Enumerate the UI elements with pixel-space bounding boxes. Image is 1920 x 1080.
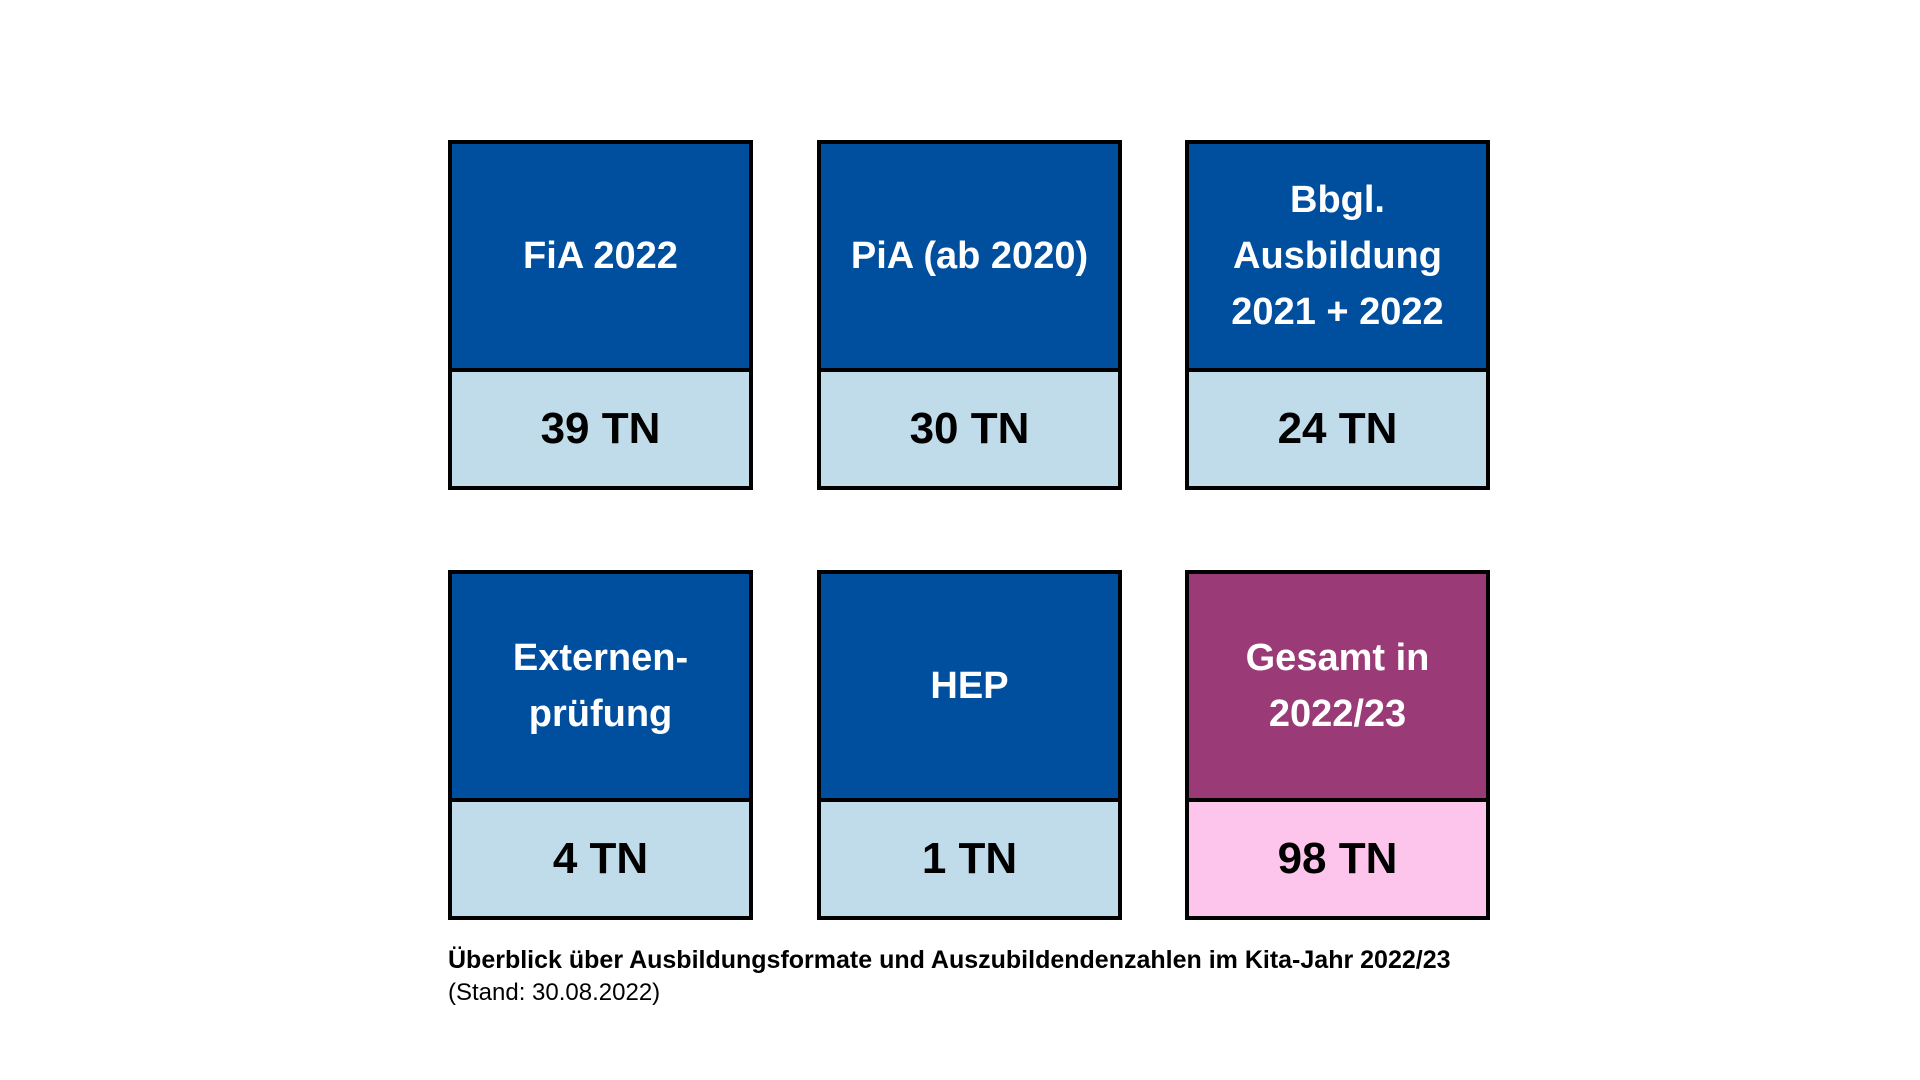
caption-subtitle: (Stand: 30.08.2022) (448, 979, 661, 1006)
card-label: PiA (ab 2020) (821, 144, 1118, 372)
card-label: Gesamt in 2022/23 (1189, 574, 1486, 802)
card-value: 1 TN (821, 802, 1118, 916)
caption: Überblick über Ausbildungsformate und Au… (448, 944, 1451, 1010)
card-value: 24 TN (1189, 372, 1486, 486)
card-label: Externen-prüfung (452, 574, 749, 802)
card-label: HEP (821, 574, 1118, 802)
card-value: 30 TN (821, 372, 1118, 486)
card-label: FiA 2022 (452, 144, 749, 372)
card-value: 4 TN (452, 802, 749, 916)
card-pia: PiA (ab 2020) 30 TN (817, 140, 1122, 490)
card-label: Bbgl. Ausbildung 2021 + 2022 (1189, 144, 1486, 372)
card-hep: HEP 1 TN (817, 570, 1122, 920)
card-value: 98 TN (1189, 802, 1486, 916)
card-gesamt: Gesamt in 2022/23 98 TN (1185, 570, 1490, 920)
card-externenpruefung: Externen-prüfung 4 TN (448, 570, 753, 920)
card-value: 39 TN (452, 372, 749, 486)
card-fia-2022: FiA 2022 39 TN (448, 140, 753, 490)
caption-title: Überblick über Ausbildungsformate und Au… (448, 946, 1451, 974)
card-bbgl-ausbildung: Bbgl. Ausbildung 2021 + 2022 24 TN (1185, 140, 1490, 490)
